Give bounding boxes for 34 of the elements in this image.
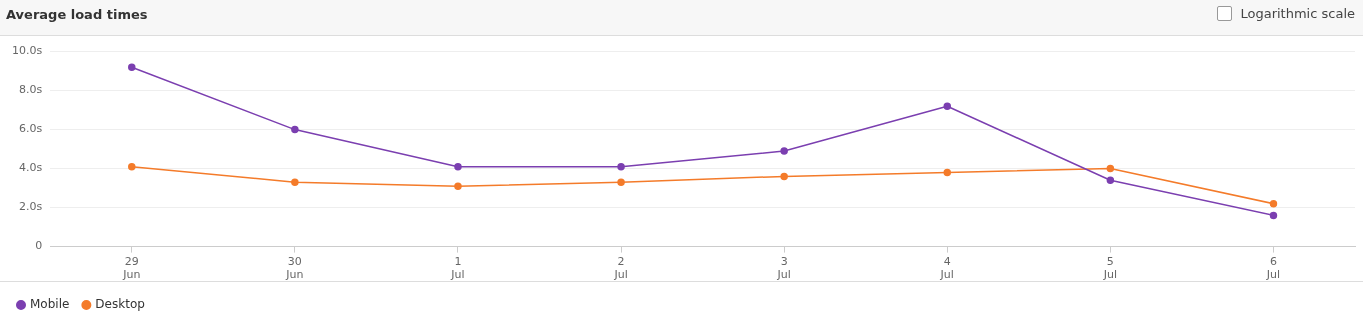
point <box>291 178 299 186</box>
point <box>943 168 952 177</box>
point <box>128 63 136 71</box>
point <box>617 162 625 171</box>
x-tick-label: 29 Jun <box>122 255 141 282</box>
point <box>1269 199 1278 208</box>
point <box>780 172 788 181</box>
x-tick-label: 1 Jul <box>450 255 465 282</box>
y-tick-label: 6.0s <box>18 122 43 136</box>
y-tick-label: 2.0s <box>18 200 43 214</box>
point <box>1106 176 1115 185</box>
x-tick-label: 6 Jul <box>1265 255 1281 282</box>
legend-label: Mobile <box>30 297 70 312</box>
x-tick-label: 4 Jul <box>939 255 954 282</box>
point <box>1106 164 1115 173</box>
x-tick-label: 3 Jul <box>776 255 791 282</box>
text: Logarithmic scale <box>1240 6 1355 21</box>
x-tick-label: 30 Jun <box>285 255 304 282</box>
point <box>128 162 136 171</box>
point <box>617 178 625 186</box>
x-tick-label: 5 Jul <box>1102 255 1117 282</box>
chart-title: Average load times <box>6 7 148 22</box>
y-tick-label: 10.0s <box>11 44 43 58</box>
point <box>943 102 952 110</box>
legend-label: Desktop <box>95 297 145 312</box>
point <box>291 125 299 134</box>
y-tick-label: 4.0s <box>18 161 43 175</box>
y-tick-label: 8.0s <box>18 83 43 97</box>
point <box>454 162 462 171</box>
point <box>454 182 462 190</box>
y-tick-label: 0 <box>35 239 43 253</box>
point <box>1269 211 1278 220</box>
x-tick-label: 2 Jul <box>613 255 628 282</box>
point <box>780 147 788 155</box>
